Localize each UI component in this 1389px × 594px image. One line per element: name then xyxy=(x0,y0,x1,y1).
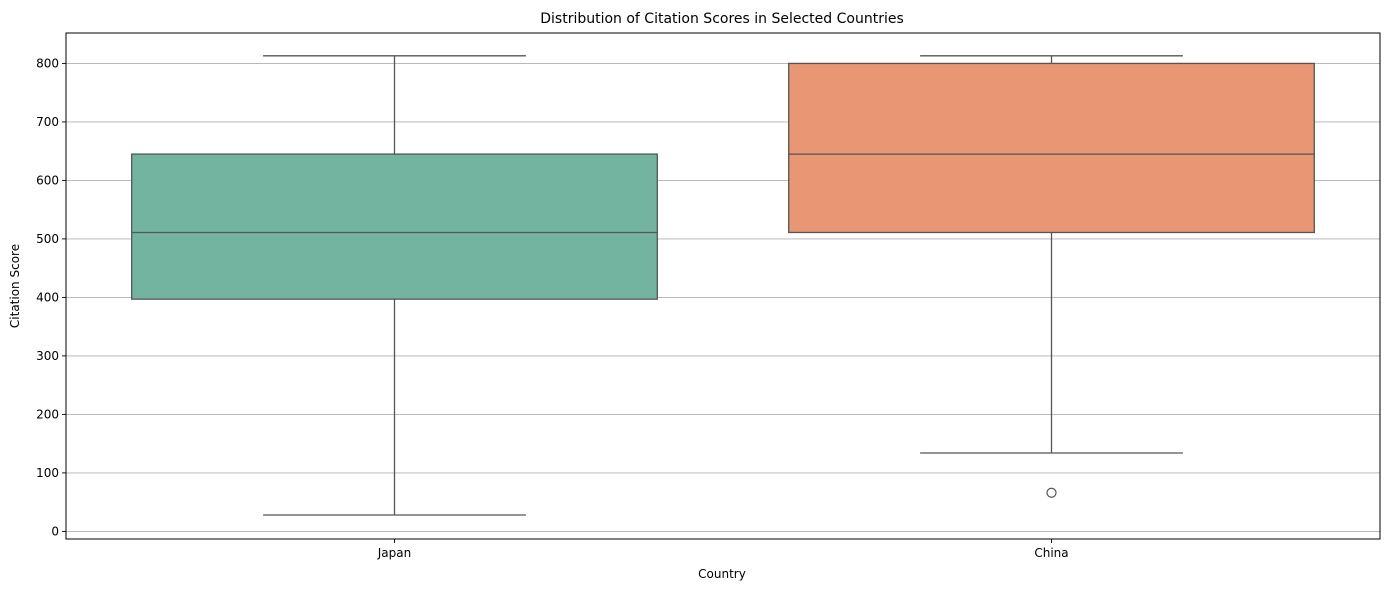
chart-title: Distribution of Citation Scores in Selec… xyxy=(540,11,904,27)
box-japan xyxy=(131,55,658,516)
box-china xyxy=(788,55,1315,498)
y-tick-label: 500 xyxy=(36,232,59,246)
x-tick-label: Japan xyxy=(377,546,411,560)
y-tick-label: 0 xyxy=(51,524,59,538)
plot-frame xyxy=(65,32,1381,540)
box-body xyxy=(788,62,1315,234)
box-body xyxy=(131,153,658,300)
y-tick-label: 100 xyxy=(36,466,59,480)
y-axis-title: Citation Score xyxy=(8,244,22,328)
y-tick-label: 800 xyxy=(36,56,59,70)
y-tick-label: 300 xyxy=(36,349,59,363)
outlier-point xyxy=(1046,487,1057,498)
y-tick-label: 700 xyxy=(36,115,59,129)
y-tick-label: 400 xyxy=(36,290,59,304)
y-tick-label: 200 xyxy=(36,407,59,421)
x-tick-label: China xyxy=(1034,546,1068,560)
x-axis-title: Country xyxy=(698,567,746,581)
y-tick-label: 600 xyxy=(36,173,59,187)
